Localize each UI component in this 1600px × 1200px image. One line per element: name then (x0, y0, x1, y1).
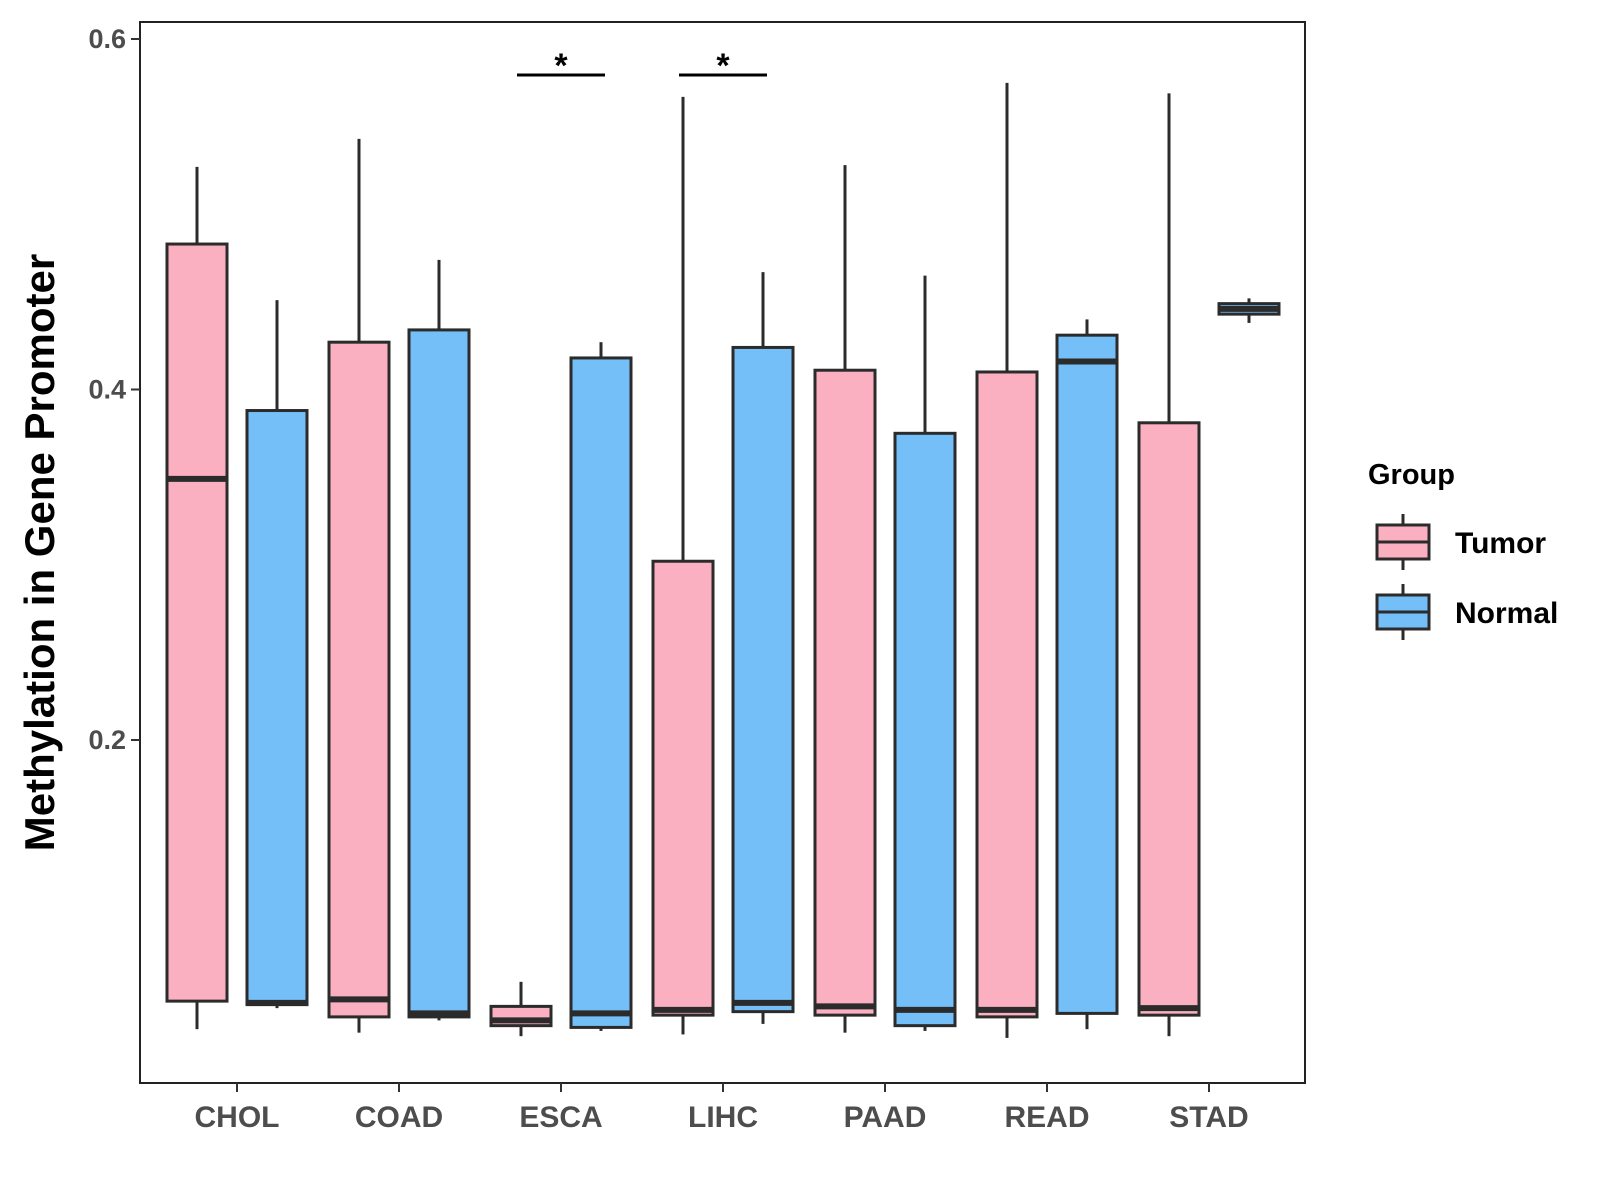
box-tumor-coad (327, 138, 391, 1033)
box-tumor-read (975, 82, 1039, 1038)
box-iqr (165, 242, 229, 1003)
box-normal-chol (245, 300, 309, 1009)
legend-title: Group (1368, 459, 1455, 491)
box-tumor-paad (813, 165, 877, 1033)
box-iqr (651, 559, 715, 1017)
box-tumor-chol (165, 166, 229, 1030)
legend-item-normal: Normal (1375, 584, 1558, 640)
box-iqr (975, 370, 1039, 1019)
legend: Group Tumor Normal (1368, 459, 1558, 640)
box-tumor-stad (1137, 93, 1201, 1037)
box-iqr (407, 328, 471, 1019)
box-normal-lihc (731, 272, 795, 1024)
significance-label: * (554, 47, 568, 85)
x-tick-label: LIHC (688, 1101, 758, 1134)
x-tick-label: CHOL (195, 1101, 280, 1134)
box-iqr (813, 368, 877, 1017)
box-normal-stad (1217, 298, 1281, 323)
y-tick-label: 0.2 (88, 725, 126, 755)
x-tick-label: ESCA (519, 1101, 602, 1134)
box-tumor-esca (489, 981, 553, 1037)
significance-label: * (716, 47, 730, 85)
box-normal-esca (569, 342, 633, 1031)
box-iqr (245, 409, 309, 1007)
legend-item-tumor: Tumor (1375, 514, 1546, 570)
y-axis: 0.2 0.4 0.6 (88, 24, 140, 755)
box-iqr (731, 345, 795, 1014)
significance-annotations: * * (517, 47, 767, 85)
x-tick-label: COAD (355, 1101, 443, 1134)
box-iqr (1055, 333, 1119, 1015)
legend-label: Normal (1455, 597, 1558, 630)
legend-label: Tumor (1455, 527, 1546, 560)
box-layer (165, 82, 1281, 1038)
box-iqr (893, 431, 957, 1028)
box-tumor-lihc (651, 96, 715, 1035)
box-iqr (1137, 421, 1201, 1017)
box-normal-coad (407, 259, 471, 1021)
y-axis-label: Methylation in Gene Promoter (16, 254, 63, 851)
x-axis: CHOL COAD ESCA LIHC PAAD READ STAD (195, 1083, 1249, 1134)
x-tick-label: PAAD (844, 1101, 927, 1134)
box-normal-read (1055, 319, 1119, 1030)
x-tick-label: READ (1004, 1101, 1089, 1134)
box-iqr (327, 340, 391, 1019)
box-normal-paad (893, 275, 957, 1031)
panel-border (139, 21, 1306, 1084)
x-tick-label: STAD (1169, 1101, 1248, 1134)
y-tick-label: 0.4 (88, 375, 126, 405)
box-iqr (569, 356, 633, 1029)
y-tick-label: 0.6 (88, 24, 126, 54)
